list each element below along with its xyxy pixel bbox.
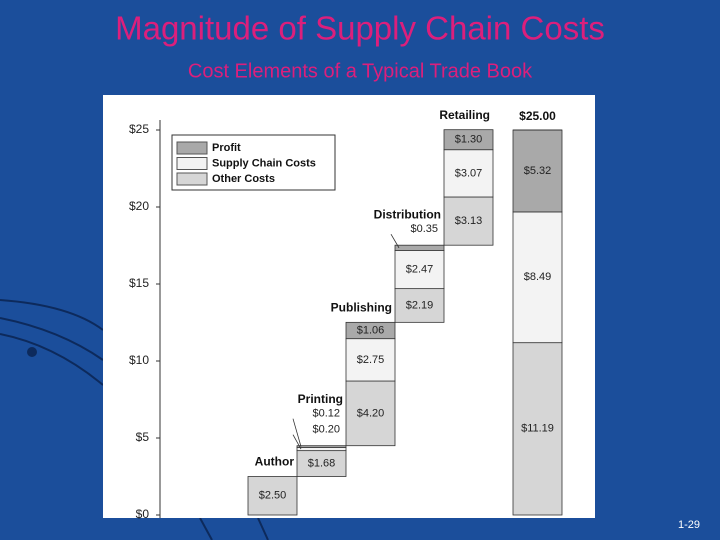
y-tick-label: $5	[136, 430, 150, 444]
bar-segment	[345, 338, 396, 382]
background-curves	[0, 299, 269, 540]
segment-label: $2.19	[406, 299, 434, 311]
segment-label: $0.12	[312, 408, 340, 420]
page-number: 1-29	[678, 519, 700, 531]
bar-segment	[296, 447, 347, 452]
legend-label: Profit	[212, 142, 241, 154]
bar-segment	[345, 321, 396, 340]
segment-label: $0.20	[312, 424, 340, 436]
leader-line	[292, 418, 302, 447]
slide-subtitle: Cost Elements of a Typical Trade Book	[188, 60, 533, 82]
decor-dot	[27, 347, 37, 357]
legend-swatch	[176, 157, 208, 170]
segment-label: $3.13	[455, 215, 483, 227]
bar-segment	[443, 149, 494, 198]
segment-label: $4.20	[357, 407, 385, 419]
segment-label: $3.07	[455, 167, 483, 179]
y-tick-label: $25	[129, 122, 149, 136]
bar-segment	[296, 450, 347, 477]
stage-label: Printing	[298, 392, 343, 406]
segment-label: $8.49	[524, 271, 552, 283]
segment-label: $2.75	[357, 354, 385, 366]
segment-label: $1.68	[308, 457, 336, 469]
legend-swatch	[176, 141, 208, 155]
bar-segment	[394, 288, 445, 323]
bar-segment	[247, 476, 298, 516]
stage-label: Distribution	[374, 207, 441, 221]
segment-label: $2.50	[259, 490, 287, 502]
bar-segment	[512, 129, 563, 213]
segment-label: $1.30	[455, 134, 483, 146]
segment-label: $1.06	[357, 324, 385, 336]
total-label: $25.00	[519, 109, 556, 123]
bar-segment	[512, 342, 563, 516]
slide-title: Magnitude of Supply Chain Costs	[115, 10, 605, 47]
segment-label: $5.32	[524, 165, 552, 177]
bar-segment	[296, 445, 347, 448]
legend-label: Other Costs	[212, 173, 275, 185]
y-tick-label: $20	[129, 199, 149, 213]
segment-label: $0.35	[410, 223, 438, 235]
y-tick-label: $15	[129, 276, 149, 290]
stage-label: Retailing	[439, 108, 490, 122]
bar-segment	[443, 129, 494, 151]
stage-label: Author	[255, 455, 295, 469]
segment-label: $2.47	[406, 264, 434, 276]
bar-segment	[394, 250, 445, 290]
y-tick-label: $0	[136, 507, 150, 521]
leader-line	[292, 434, 302, 450]
legend-label: Supply Chain Costs	[212, 157, 316, 169]
y-tick-label: $10	[129, 353, 149, 367]
bar-segment	[394, 244, 445, 251]
leader-line	[390, 233, 400, 249]
stage-label: Publishing	[331, 301, 392, 315]
bar-segment	[345, 380, 396, 447]
legend-swatch	[176, 172, 208, 186]
bar-segment	[443, 196, 494, 246]
segment-label: $11.19	[521, 423, 554, 435]
